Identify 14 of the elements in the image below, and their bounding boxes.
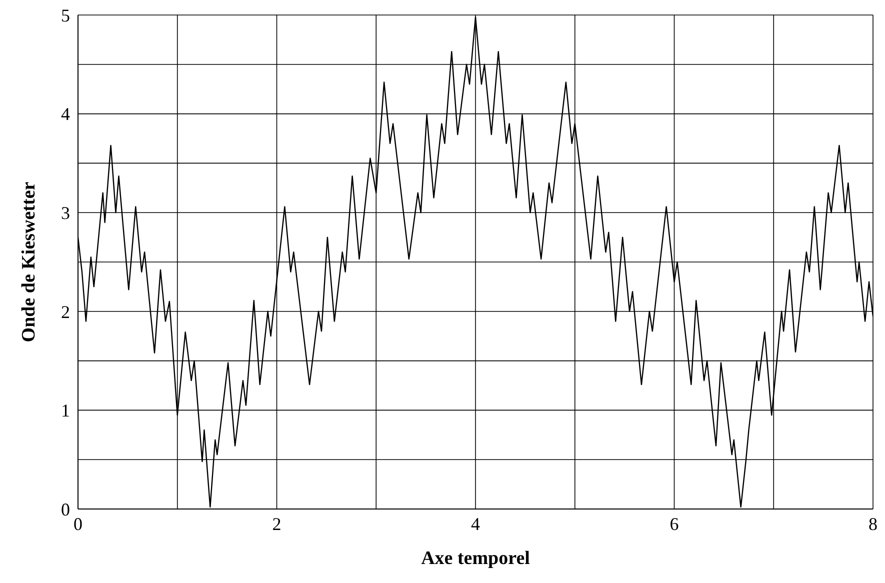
y-tick-label: 1 [61,400,70,421]
y-tick-label: 3 [61,202,70,223]
x-tick-label: 6 [670,514,679,534]
y-tick-label: 4 [61,104,70,124]
x-tick-label: 0 [74,514,82,534]
x-tick-label: 4 [471,514,480,534]
y-tick-label: 2 [61,302,70,322]
y-tick-label: 5 [61,5,70,26]
line-series [78,16,873,508]
y-axis-title: Onde de Kieswetter [18,181,40,342]
y-tick-label: 0 [61,499,70,520]
x-axis-title: Axe temporel [421,548,530,569]
x-tick-label: 8 [868,514,878,534]
x-tick-label: 2 [272,514,282,534]
